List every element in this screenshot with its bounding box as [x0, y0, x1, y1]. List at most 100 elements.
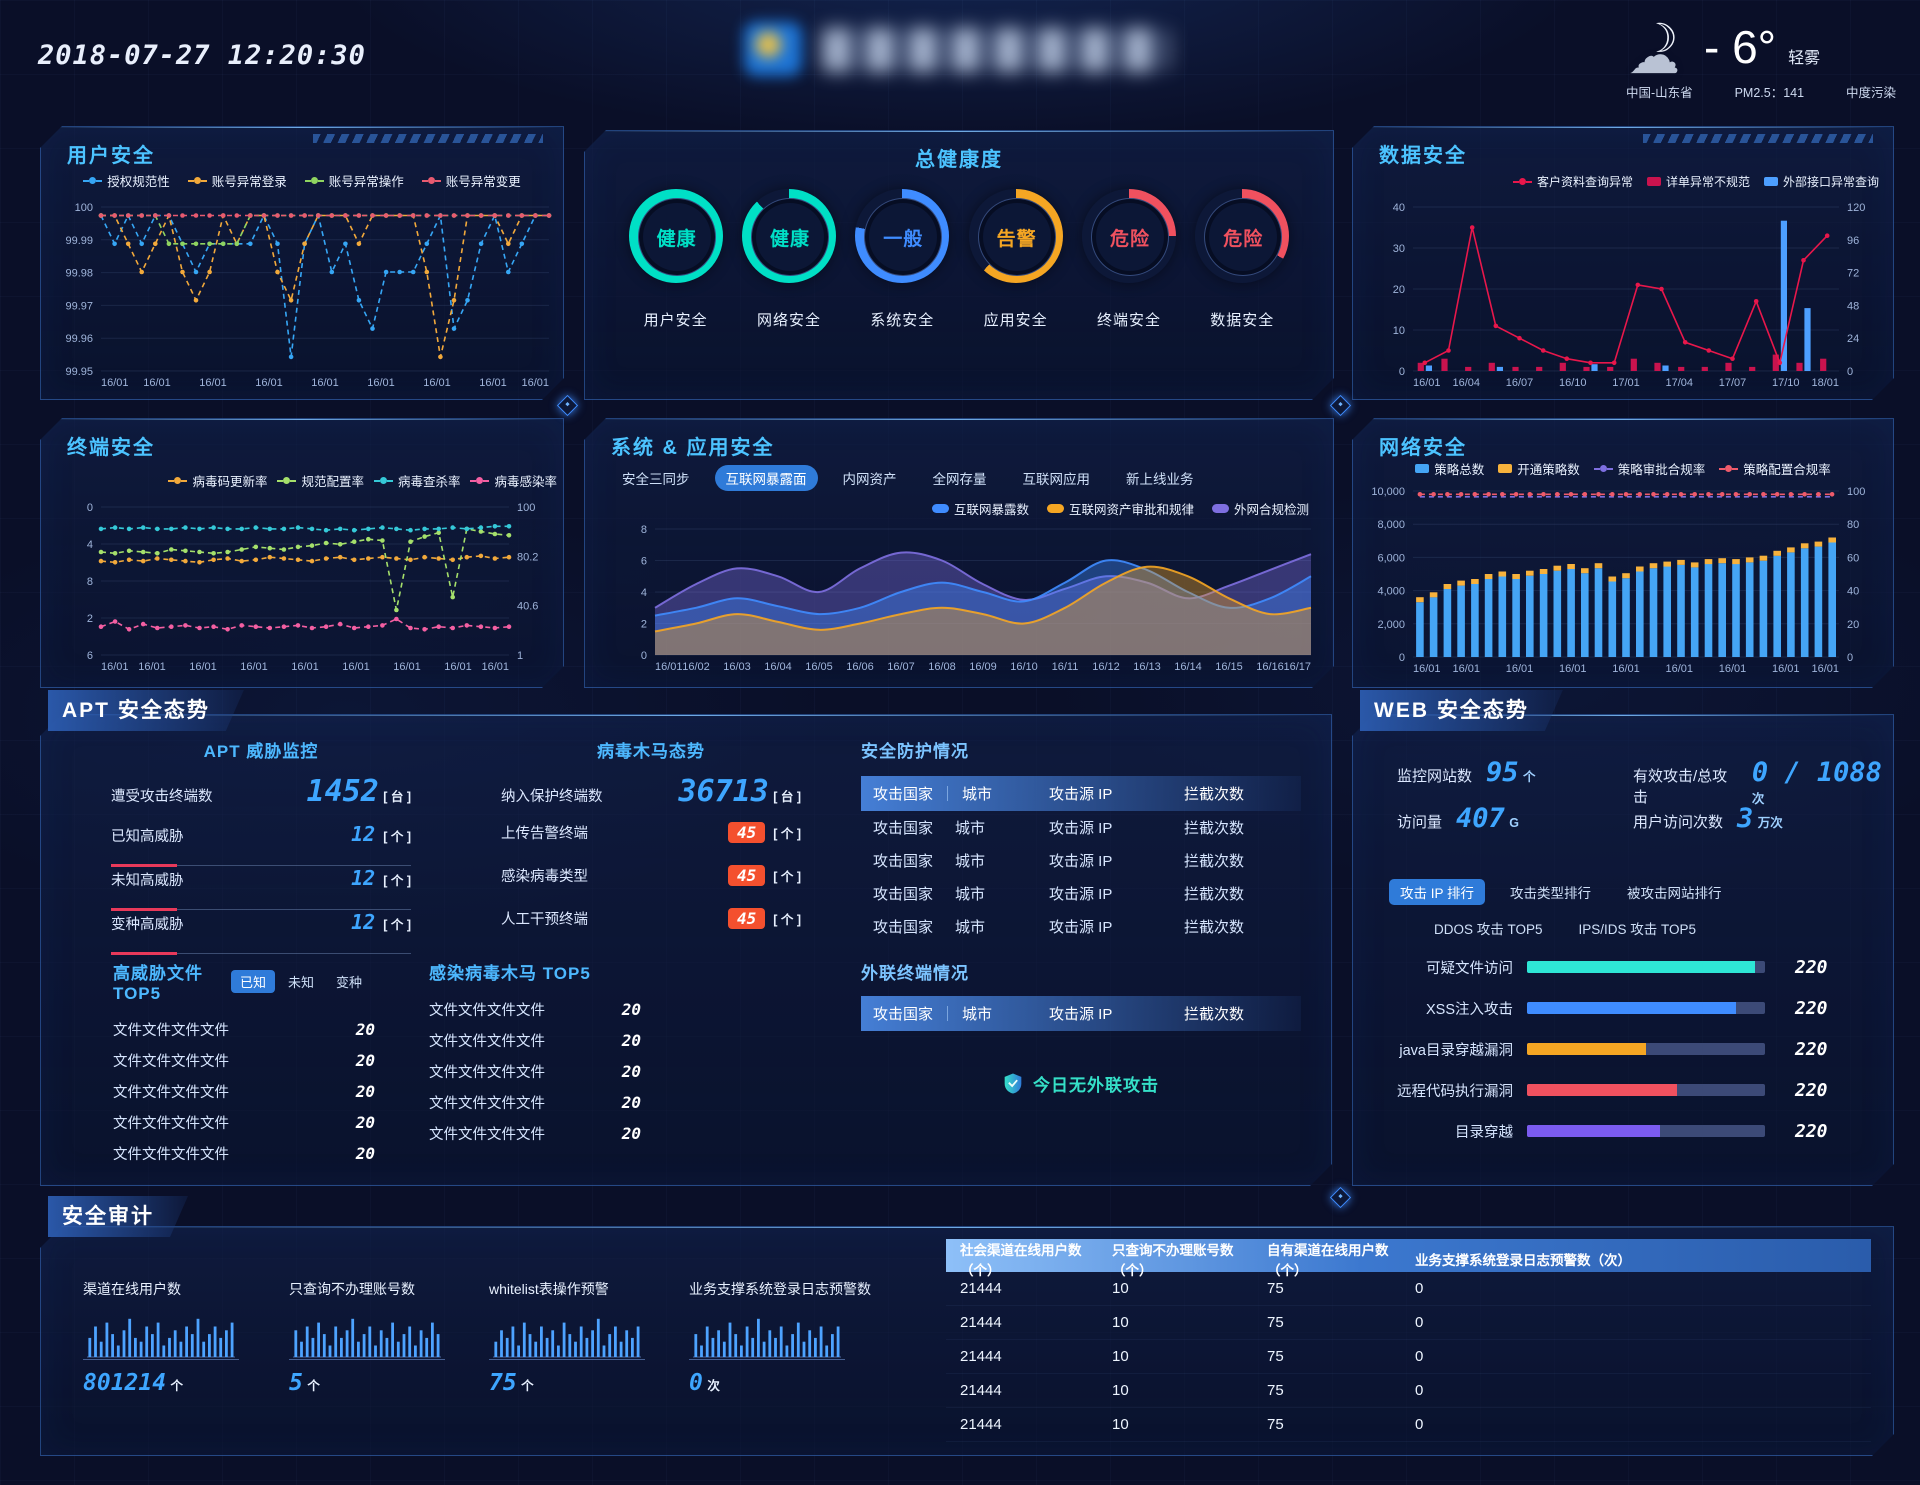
stat-unit: [ 台 ]: [383, 790, 411, 804]
stat-label: 只查询不办理账号数: [289, 1281, 415, 1297]
block-title: APT 威胁监控: [203, 742, 319, 761]
legend-item[interactable]: 策略审批合规率: [1594, 459, 1706, 478]
tab[interactable]: IPS/IDS 攻击 TOP5: [1578, 922, 1697, 937]
legend-marker: [83, 177, 102, 184]
apt-virus-top5: 感染病毒木马 TOP5 文件文件文件文件 20 文件文件文件文件 20 文件文件文件文件…: [429, 959, 641, 1149]
top5-row: 文件文件文件文件 20: [429, 1087, 641, 1118]
legend-item[interactable]: 规范配置率: [277, 471, 364, 490]
gauge-label: 终端安全: [1096, 312, 1161, 329]
stat-label: 纳入保护终端数: [501, 789, 603, 805]
table-row: 攻击国家 城市 攻击源 IP 拦截次数: [873, 919, 1245, 936]
panel-sys-app-security: 系统 & 应用安全 安全三同步 互联网暴露面 内网资产 全网存量 互联网应用 新上线业务 …: [584, 418, 1334, 688]
tab[interactable]: 变种: [335, 975, 362, 990]
legend-item[interactable]: 账号异常变更: [422, 171, 521, 190]
tab[interactable]: 攻击类型排行: [1510, 886, 1592, 901]
legend-label: 策略总数: [1434, 463, 1485, 477]
tab[interactable]: 互联网应用: [1022, 472, 1090, 487]
top5-row: 文件文件文件文件 20: [429, 1025, 641, 1056]
top5-value: 20: [355, 1020, 375, 1039]
top5-name: 文件文件文件文件: [113, 1023, 229, 1039]
tab[interactable]: 安全三同步: [622, 472, 690, 487]
threat-file-list: 文件文件文件文件 20 文件文件文件文件 20 文件文件文件文件 20 文件文件文件文件 20…: [113, 1014, 375, 1169]
svg-text:18/01: 18/01: [1811, 377, 1839, 389]
legend-item[interactable]: 病毒查杀率: [374, 471, 461, 490]
tab[interactable]: 被攻击网站排行: [1627, 886, 1722, 901]
health-gauges: 健康 用户安全 健康 网络安全 一般 系统安全 告警 应用安全 危险 终端安全 …: [585, 189, 1333, 330]
svg-text:72: 72: [1847, 268, 1859, 280]
legend-label: 病毒码更新率: [192, 475, 268, 489]
panel-title: 用户安全: [67, 145, 155, 167]
legend-item[interactable]: 开通策略数: [1498, 459, 1580, 478]
svg-text:16/01: 16/01: [1719, 663, 1747, 675]
svg-text:96: 96: [1847, 235, 1859, 247]
tab[interactable]: 全网存量: [932, 472, 987, 487]
svg-text:17/01: 17/01: [1612, 377, 1640, 389]
tab[interactable]: 新上线业务: [1126, 472, 1194, 487]
svg-text:1: 1: [517, 650, 523, 662]
svg-text:16/01: 16/01: [199, 377, 227, 389]
tab[interactable]: 攻击 IP 排行: [1389, 879, 1485, 905]
audit-stat-online-users: 渠道在线用户数 801214 个: [83, 1279, 263, 1396]
tab[interactable]: 互联网暴露面: [715, 465, 818, 491]
legend-label: 互联网资产审批和规律: [1068, 503, 1194, 517]
panel-title: 系统 & 应用安全: [611, 437, 775, 459]
stat-label: 用户访问次数: [1633, 814, 1724, 831]
legend-label: 详单异常不规范: [1665, 175, 1750, 189]
tab[interactable]: DDOS 攻击 TOP5: [1434, 922, 1543, 937]
svg-text:40.6: 40.6: [517, 601, 538, 613]
web-stat-sites: 监控网站数 95 个: [1397, 757, 1536, 788]
svg-text:16/04: 16/04: [764, 661, 792, 673]
audit-stat-whitelist: whitelist表操作预警 75 个: [489, 1279, 669, 1396]
tab[interactable]: 已知: [231, 970, 275, 993]
top5-row: 文件文件文件文件 20: [113, 1014, 375, 1045]
hbar-track: [1527, 1084, 1765, 1096]
legend-item[interactable]: 账号异常操作: [305, 171, 404, 190]
health-gauge-network: 健康 网络安全: [737, 189, 841, 330]
stat-unit: [ 台 ]: [773, 790, 801, 804]
legend-item[interactable]: 策略配置合规率: [1719, 459, 1831, 478]
hbar-value: 220: [1795, 1120, 1828, 1142]
legend-item[interactable]: 病毒码更新率: [168, 471, 267, 490]
tab[interactable]: 未知: [287, 975, 314, 990]
hbar-label: 远程代码执行漏洞: [1397, 1083, 1513, 1100]
no-attack-text: 今日无外联攻击: [1033, 1076, 1159, 1095]
legend-item[interactable]: 互联网资产审批和规律: [1047, 499, 1194, 518]
top5-value: 20: [621, 1000, 641, 1019]
gauge-status: 危险: [1109, 228, 1150, 250]
svg-text:16/01: 16/01: [1506, 663, 1534, 675]
legend-item[interactable]: 病毒感染率: [470, 471, 557, 490]
stat-row: 未知高威胁 12 [ 个 ]: [111, 866, 411, 910]
svg-text:16/01: 16/01: [101, 661, 129, 673]
stat-value: 1452: [306, 774, 379, 809]
legend-item[interactable]: 详单异常不规范: [1647, 173, 1750, 190]
legend-item[interactable]: 外网合规检测: [1212, 499, 1309, 518]
svg-text:16/07: 16/07: [1506, 377, 1534, 389]
panel-total-health: 总健康度 健康 用户安全 健康 网络安全 一般 系统安全 告警 应用安全 危险 …: [584, 130, 1334, 400]
gauge-status: 危险: [1223, 228, 1264, 250]
legend-item[interactable]: 策略总数: [1415, 459, 1484, 478]
panel-web: 监控网站数 95 个 有效攻击/总攻击 0 / 1088 次 访问量 407 G…: [1352, 714, 1894, 1186]
stat-unit: [ 个 ]: [773, 870, 801, 884]
table-header-row: 攻击国家｜城市 攻击源 IP 拦截次数: [861, 776, 1301, 811]
legend-item[interactable]: 客户资料查询异常: [1513, 173, 1633, 190]
stat-label: 变种高威胁: [111, 917, 184, 933]
legend-item[interactable]: 互联网暴露数: [932, 499, 1029, 518]
stat-unit: [ 个 ]: [773, 913, 801, 927]
gauge-status: 一般: [883, 228, 924, 250]
stat-row: 遭受攻击终端数 1452 [ 台 ]: [111, 774, 411, 822]
stat-label: 人工干预终端: [501, 912, 588, 928]
svg-text:99.99: 99.99: [65, 235, 93, 247]
legend-item[interactable]: 外部接口异常查询: [1764, 173, 1879, 190]
weather-widget: ☽ ☁ - 6° 轻雾 中国-山东省 PM2.5：141 中度污染: [1626, 16, 1896, 102]
stat-value: 12: [351, 910, 376, 934]
svg-text:40: 40: [1393, 202, 1405, 214]
tab[interactable]: 内网资产: [842, 472, 897, 487]
hbar-track: [1527, 1002, 1765, 1014]
legend-item[interactable]: 授权规范性: [83, 171, 170, 190]
hbar-row: java目录穿越漏洞 220: [1373, 1035, 1873, 1063]
network-security-chart: 10,000 8,000 6,000 4,000 2,000 0 100 80 60 40 20 0 1…: [1361, 483, 1885, 677]
hbar-row: 目录穿越 220: [1373, 1117, 1873, 1145]
svg-text:16/10: 16/10: [1010, 661, 1038, 673]
panel-title: 数据安全: [1379, 145, 1467, 167]
legend-item[interactable]: 账号异常登录: [188, 171, 287, 190]
